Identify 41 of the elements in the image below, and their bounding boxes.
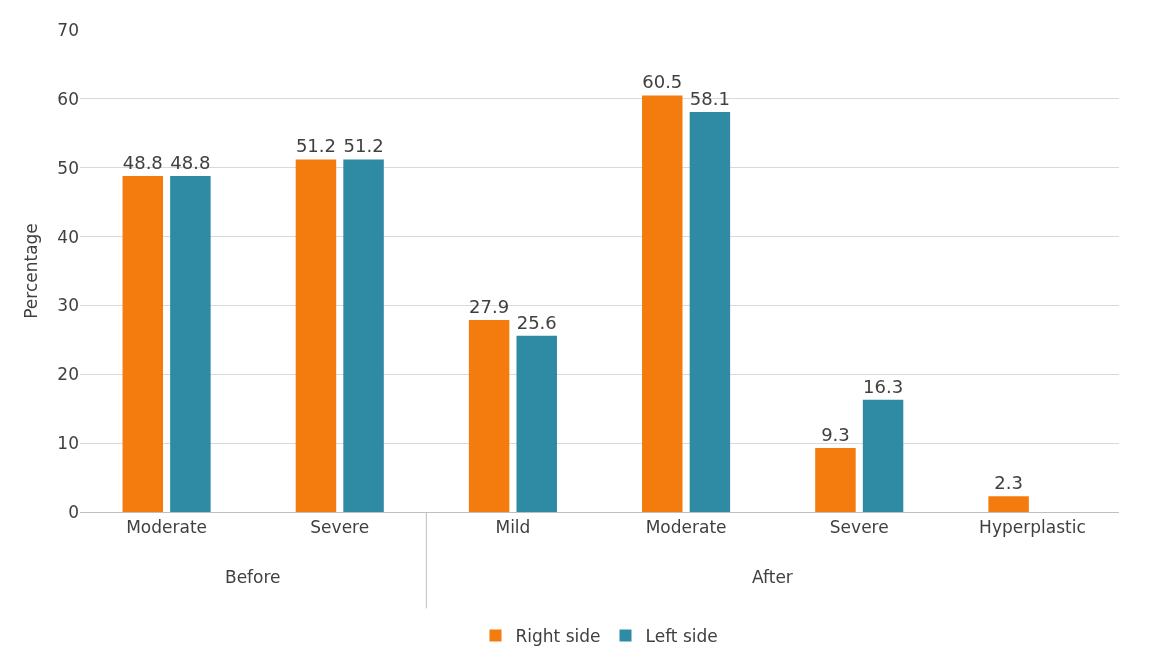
text: After xyxy=(752,567,793,587)
data-label: 51.2 xyxy=(295,135,336,157)
data-label: 48.8 xyxy=(170,151,211,173)
bar xyxy=(468,319,510,512)
data-label: 48.8 xyxy=(122,151,163,173)
y-tick-label: 40 xyxy=(57,226,79,247)
y-tick-label: 10 xyxy=(57,433,79,454)
legend-label: Left side xyxy=(645,626,718,647)
x-tick-label: Severe xyxy=(310,517,370,538)
y-tick-label: 0 xyxy=(68,501,79,522)
y-axis-title: Percentage xyxy=(20,223,41,319)
bar xyxy=(516,335,557,512)
x-tick-label: Severe xyxy=(829,517,889,538)
y-tick-label: 50 xyxy=(57,157,79,178)
data-label: 60.5 xyxy=(642,71,683,93)
y-tick-label: 30 xyxy=(57,295,79,316)
data-label: 16.3 xyxy=(863,375,904,397)
text: Before xyxy=(225,567,281,587)
data-label: 58.1 xyxy=(689,87,730,109)
x-tick-label: Hyperplastic xyxy=(979,517,1086,538)
bar xyxy=(642,95,683,512)
bar xyxy=(862,399,904,512)
bar xyxy=(343,159,384,512)
bar xyxy=(170,175,211,512)
y-tick-label: 70 xyxy=(57,19,79,40)
x-tick-label: Moderate xyxy=(126,517,208,538)
data-label: 9.3 xyxy=(821,423,850,445)
legend-label: Right side xyxy=(515,626,601,647)
data-label: 27.9 xyxy=(469,295,510,317)
data-label: 2.3 xyxy=(994,472,1023,494)
data-label: 25.6 xyxy=(516,311,557,333)
bar xyxy=(689,111,731,512)
y-tick-label: 60 xyxy=(57,88,79,109)
bar xyxy=(988,496,1029,512)
y-tick-label: 20 xyxy=(57,364,79,385)
bar xyxy=(295,159,337,512)
x-tick-label: Mild xyxy=(495,517,531,538)
bar xyxy=(815,447,856,512)
x-tick-label: Moderate xyxy=(645,517,727,538)
data-label: 51.2 xyxy=(343,135,384,157)
bar xyxy=(122,175,164,512)
